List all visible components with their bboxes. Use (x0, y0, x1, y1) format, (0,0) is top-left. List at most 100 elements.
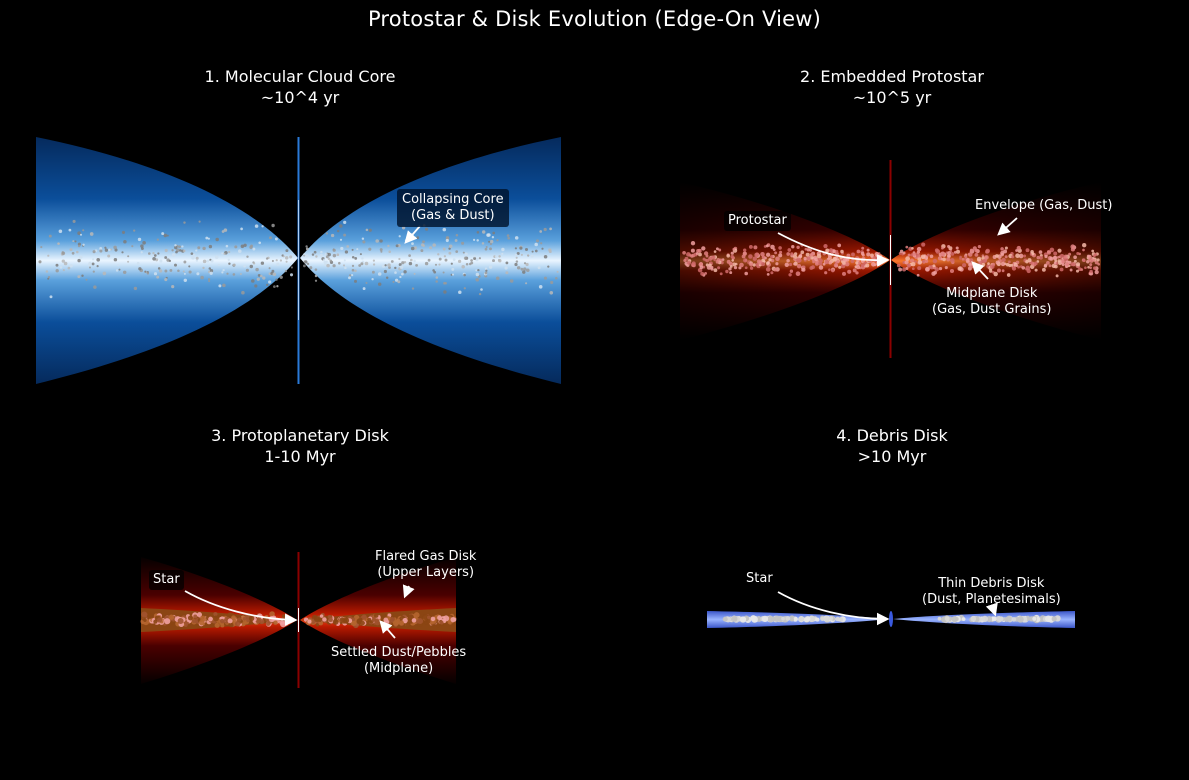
particle (710, 267, 714, 271)
particle (118, 268, 121, 271)
particle (475, 269, 478, 272)
particle (912, 252, 916, 257)
particle (399, 265, 404, 269)
particle (104, 246, 107, 249)
particle (1048, 264, 1052, 268)
particle (429, 246, 433, 250)
particle (995, 260, 1000, 265)
particle (74, 240, 77, 243)
particle (350, 273, 354, 277)
particle (743, 258, 748, 263)
particle (455, 233, 459, 237)
particle (1073, 255, 1077, 260)
particle (401, 261, 405, 265)
particle (779, 250, 783, 254)
particle (339, 238, 343, 241)
particle (1049, 256, 1054, 261)
particle (825, 248, 830, 253)
particle (305, 247, 309, 251)
particle (89, 232, 94, 236)
particle (214, 622, 220, 628)
particle (140, 251, 143, 254)
particle (127, 260, 130, 263)
particle (970, 615, 977, 622)
particle (770, 244, 775, 250)
particle (339, 224, 343, 228)
particle (279, 259, 283, 262)
particle (365, 281, 368, 285)
particle (549, 227, 552, 231)
particle (488, 240, 491, 243)
particle (815, 617, 820, 622)
particle (332, 619, 339, 625)
particle (722, 616, 728, 622)
particle (753, 245, 758, 250)
particle (995, 254, 999, 258)
particle (1068, 252, 1072, 256)
particle (108, 248, 111, 252)
particle (92, 250, 96, 254)
particle (847, 269, 852, 274)
particle (450, 262, 453, 265)
particle (801, 267, 806, 272)
particle (99, 247, 103, 250)
particle (473, 238, 476, 241)
particle (202, 259, 207, 264)
particle (343, 259, 346, 262)
particle (833, 263, 839, 268)
particle (838, 617, 844, 622)
particle (348, 274, 352, 277)
particle (932, 264, 936, 268)
particle (713, 250, 717, 253)
particle (360, 262, 364, 266)
particle (831, 268, 835, 273)
particle (104, 248, 109, 252)
particle (1089, 263, 1093, 267)
particle (344, 250, 349, 254)
particle (273, 285, 276, 288)
particle (307, 619, 312, 624)
particle (77, 258, 81, 263)
particle (377, 272, 382, 276)
particle (516, 266, 521, 270)
particle (478, 292, 482, 296)
particle (916, 246, 922, 252)
particle (374, 618, 379, 623)
particle (686, 260, 692, 265)
particle (770, 258, 775, 263)
particle (274, 237, 278, 241)
particle (997, 268, 1001, 273)
particle (476, 239, 479, 242)
particle (385, 276, 389, 280)
particle (924, 259, 929, 263)
particle (793, 258, 796, 261)
particle (226, 272, 229, 275)
particle (246, 255, 249, 258)
particle (426, 615, 431, 620)
particle (475, 272, 480, 277)
particle (1027, 258, 1032, 263)
particle (749, 266, 754, 270)
particle (257, 274, 261, 277)
particle (138, 267, 142, 271)
particle (45, 270, 49, 273)
particle (491, 236, 495, 239)
particle (750, 615, 757, 622)
particle (215, 237, 219, 242)
particle (690, 248, 695, 253)
particle (489, 242, 492, 246)
particle (279, 275, 283, 279)
particle (96, 257, 101, 262)
particle (855, 271, 859, 275)
particle (1082, 259, 1086, 263)
particle (477, 268, 480, 272)
particle (550, 280, 554, 285)
particle (733, 266, 738, 270)
particle (796, 245, 800, 249)
particle (1000, 261, 1006, 267)
particle (473, 255, 476, 258)
particle (523, 262, 527, 265)
particle (743, 248, 747, 252)
particle (248, 615, 255, 622)
particle (1017, 616, 1024, 623)
